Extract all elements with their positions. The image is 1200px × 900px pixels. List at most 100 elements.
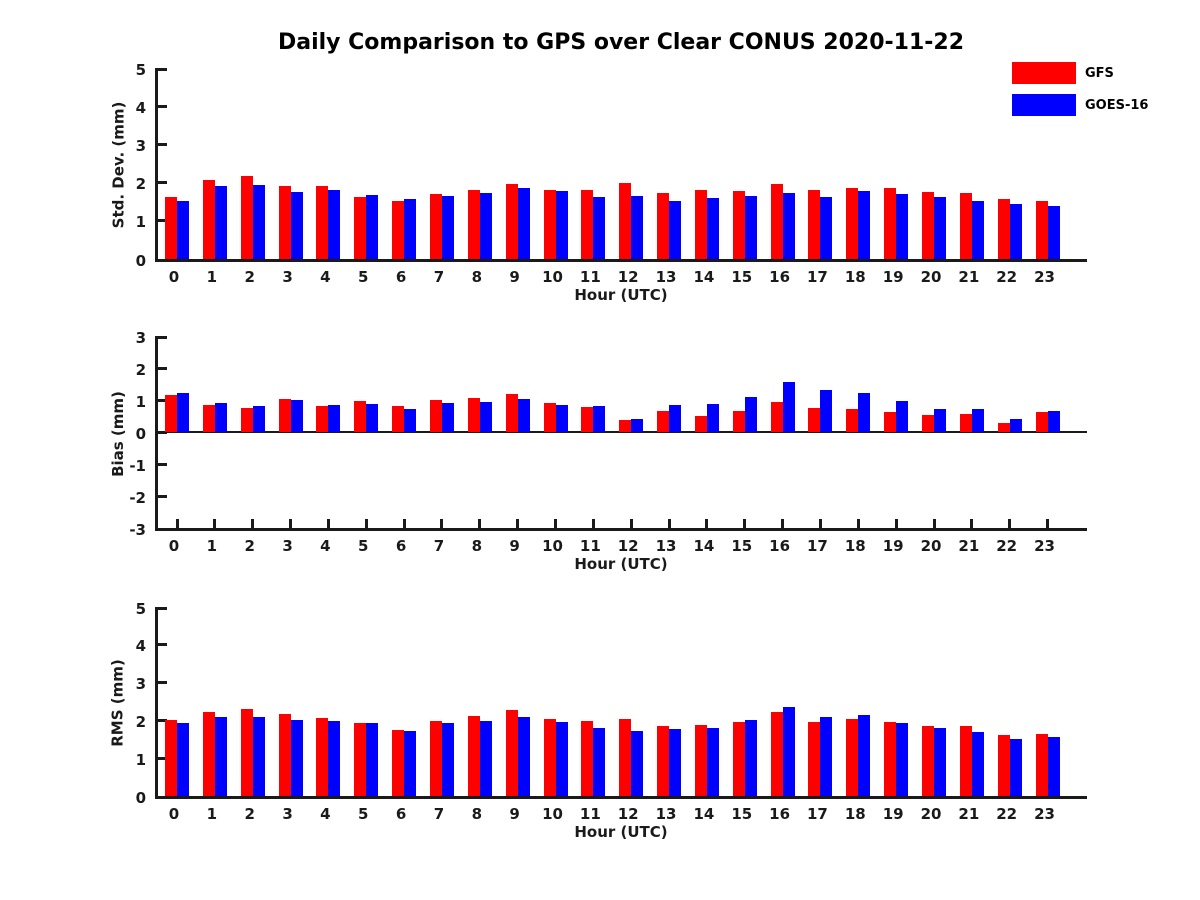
legend: GFS GOES-16	[1012, 62, 1148, 116]
bar-gfs-hour-16	[770, 184, 783, 259]
x-tick-label: 12	[617, 805, 639, 823]
bar-gfs-hour-5	[354, 197, 367, 259]
bar-gfs-hour-0	[165, 719, 177, 796]
x-tick-label: 3	[282, 268, 293, 286]
bar-goes16-hour-7	[441, 195, 454, 259]
bar-gfs-hour-13	[657, 725, 670, 796]
bar-goes16-hour-1	[214, 403, 227, 432]
x-tick-label: 12	[617, 268, 639, 286]
bar-gfs-hour-19	[884, 188, 897, 259]
y-tick-label: 4	[135, 98, 146, 117]
bar-gfs-hour-17	[808, 408, 821, 432]
bar-goes16-hour-20	[934, 727, 946, 796]
x-tick-mark	[932, 519, 936, 528]
bar-gfs-hour-0	[165, 395, 177, 432]
bar-gfs-hour-21	[959, 193, 972, 259]
bar-goes16-hour-7	[441, 723, 454, 796]
bar-goes16-hour-22	[1009, 738, 1022, 796]
x-tick-mark	[516, 519, 520, 528]
x-tick-label: 2	[244, 805, 255, 823]
x-tick-label: 6	[395, 537, 407, 555]
bar-goes16-hour-2	[252, 716, 265, 796]
bar-goes16-hour-2	[252, 184, 265, 259]
bar-goes16-hour-9	[517, 188, 530, 259]
bar-gfs-hour-11	[581, 407, 594, 432]
bar-goes16-hour-19	[896, 401, 909, 432]
x-tick-mark	[1008, 519, 1012, 528]
bar-gfs-hour-15	[732, 190, 745, 259]
x-tick-label: 18	[844, 537, 866, 555]
bar-gfs-hour-21	[959, 414, 972, 432]
x-tick-label: 20	[920, 268, 942, 286]
y-tick-label: 5	[135, 599, 146, 618]
y-tick-label: 2	[135, 175, 146, 194]
bar-goes16-hour-8	[479, 192, 492, 259]
x-tick-label: 5	[358, 805, 369, 823]
y-tick-label: 3	[135, 675, 146, 694]
y-tick-mark	[158, 366, 167, 370]
yaxis-label-std-dev: Std. Dev. (mm)	[109, 101, 128, 229]
y-tick-label: 1	[135, 750, 146, 769]
bar-goes16-hour-0	[177, 723, 189, 796]
bar-goes16-hour-17	[820, 717, 833, 796]
gfs-color-swatch	[1012, 62, 1076, 84]
bar-goes16-hour-11	[593, 406, 606, 432]
bar-goes16-hour-22	[1009, 419, 1022, 432]
bar-gfs-hour-12	[619, 420, 632, 432]
bar-gfs-hour-20	[922, 725, 934, 796]
bar-goes16-hour-0	[177, 201, 189, 259]
bar-gfs-hour-8	[467, 398, 480, 432]
y-tick-mark	[158, 181, 167, 185]
bar-gfs-hour-12	[619, 182, 632, 259]
x-tick-mark	[213, 519, 217, 528]
bar-gfs-hour-9	[505, 393, 518, 432]
bar-gfs-hour-13	[657, 193, 670, 259]
bar-gfs-hour-6	[392, 406, 405, 432]
x-tick-label: 20	[920, 537, 942, 555]
legend-entry-gfs: GFS	[1012, 62, 1148, 84]
bar-goes16-hour-20	[934, 409, 946, 432]
bar-goes16-hour-7	[441, 403, 454, 432]
x-tick-label: 5	[358, 268, 369, 286]
bar-gfs-hour-10	[543, 719, 556, 796]
x-tick-label: 13	[655, 537, 677, 555]
x-tick-mark	[175, 519, 179, 528]
bar-gfs-hour-11	[581, 721, 594, 796]
bar-goes16-hour-16	[782, 382, 795, 432]
subplot-rms: RMS (mm) Hour (UTC) 0 1 2 3 4 5 0 1 2 3 4 5 6 7 8 9 10 11…	[109, 600, 1087, 841]
bar-goes16-hour-17	[820, 197, 833, 259]
bar-goes16-hour-16	[782, 192, 795, 259]
x-tick-label: 16	[769, 268, 791, 286]
x-tick-label: 14	[693, 805, 715, 823]
bar-gfs-hour-18	[846, 409, 859, 432]
x-tick-label: 4	[320, 268, 331, 286]
x-tick-label: 17	[807, 805, 828, 823]
legend-entry-goes16: GOES-16	[1012, 94, 1148, 116]
bar-goes16-hour-23	[1047, 737, 1060, 796]
x-tick-label: 12	[617, 537, 639, 555]
y-tick-label: 2	[135, 712, 146, 731]
x-tick-mark	[818, 519, 822, 528]
bar-gfs-hour-23	[1035, 412, 1048, 432]
x-tick-label: 0	[168, 805, 180, 823]
bar-gfs-hour-17	[808, 721, 821, 796]
x-tick-label: 19	[882, 805, 904, 823]
plot-area-bias	[155, 336, 1087, 531]
x-tick-mark	[289, 519, 293, 528]
bar-gfs-hour-20	[922, 415, 934, 432]
bar-goes16-hour-12	[631, 730, 644, 796]
bar-gfs-hour-8	[467, 716, 480, 796]
bar-goes16-hour-19	[896, 722, 909, 796]
bar-goes16-hour-14	[706, 197, 719, 259]
x-tick-label: 18	[844, 805, 866, 823]
bar-gfs-hour-8	[467, 189, 480, 259]
x-tick-label: 1	[206, 268, 218, 286]
bar-gfs-hour-15	[732, 722, 745, 796]
x-tick-label: 18	[844, 268, 866, 286]
bar-goes16-hour-14	[706, 404, 719, 432]
bar-gfs-hour-6	[392, 201, 405, 259]
x-tick-label: 21	[958, 268, 980, 286]
x-tick-label: 11	[579, 268, 601, 286]
x-tick-label: 2	[244, 537, 255, 555]
bar-gfs-hour-18	[846, 187, 859, 259]
